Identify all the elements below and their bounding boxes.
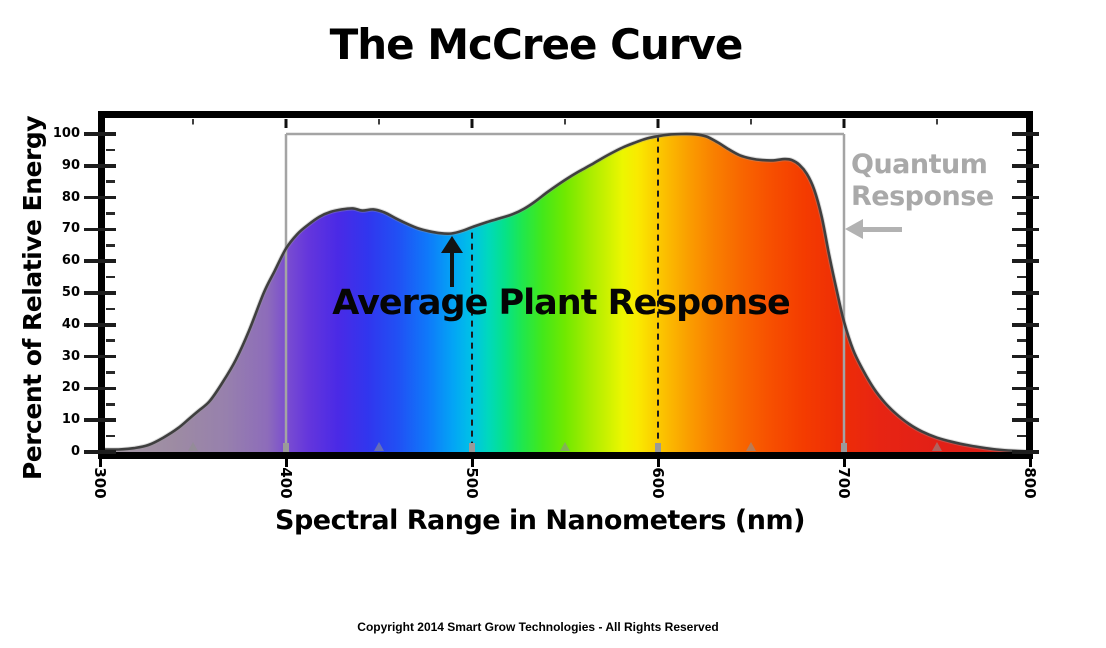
y-tick-minor [106,148,115,152]
y-tick-major [84,386,116,391]
y-tick-major [1012,418,1039,422]
y-tick-label: 30 [61,348,80,364]
y-tick-minor [106,371,115,374]
y-tick-minor [1017,403,1026,406]
y-tick-minor [1017,339,1026,342]
y-tick-major [84,291,116,295]
y-tick-major [1012,259,1039,263]
chart-title: The McCree Curve [329,20,744,69]
x-axis-title: Spectral Range in Nanometers (nm) [275,505,805,536]
y-tick-major [1012,227,1039,232]
y-tick-label: 80 [61,189,80,205]
y-tick-label: 20 [61,380,80,396]
y-tick-major [84,323,116,327]
y-tick-major [84,354,116,359]
x-tick-mark [284,459,288,467]
y-tick-major [84,259,116,263]
y-tick-minor [1017,434,1026,438]
y-tick-major [1012,195,1039,200]
y-tick-minor [1017,148,1026,152]
y-tick-major [84,164,116,168]
x-tick-mark [1028,459,1032,467]
y-tick-major [1012,132,1039,136]
y-axis-title: Percent of Relative Energy [18,115,47,481]
y-tick-minor [1017,212,1026,215]
y-tick-minor [106,244,115,247]
y-tick-major [84,450,116,454]
y-tick-label: 50 [61,285,80,300]
x-tick-label: 500 [463,467,481,499]
quantum-response-line2: Response [851,181,994,212]
x-tick-label: 800 [1021,467,1039,499]
y-tick-major [84,132,116,136]
y-tick-major [84,227,116,232]
y-tick-major [1012,291,1039,295]
y-tick-minor [1017,307,1026,311]
x-tick-label: 600 [649,467,667,499]
y-tick-label: 100 [52,126,80,141]
y-tick-minor [106,403,115,406]
y-tick-minor [1017,180,1026,183]
x-tick-mark [656,459,660,467]
y-tick-major [84,195,116,200]
left-arrow-icon-shaft [862,227,902,232]
y-tick-minor [106,212,115,215]
y-tick-minor [106,339,115,342]
quantum-response-label: Quantum Response [851,149,994,213]
y-tick-major [1012,386,1039,391]
y-tick-minor [1017,371,1026,374]
y-tick-minor [106,434,115,438]
y-tick-label: 60 [61,253,80,269]
plant-response-label: Average Plant Response [332,283,790,323]
y-tick-label: 40 [61,316,80,332]
y-tick-label: 90 [61,157,80,173]
y-tick-major [84,418,116,422]
up-arrow-icon-shaft [450,251,454,287]
x-tick-mark [470,459,474,467]
y-tick-label: 0 [70,444,80,459]
up-arrow-icon [441,236,463,253]
x-tick-label: 400 [277,467,295,499]
y-tick-major [1012,354,1039,359]
y-tick-minor [106,180,115,183]
x-tick-label: 700 [835,467,853,499]
left-arrow-icon [845,219,863,239]
y-tick-label: 10 [61,412,80,428]
copyright-text: Copyright 2014 Smart Grow Technologies -… [357,620,719,634]
spectrum-area-chart [99,119,1031,454]
x-tick-label: 300 [91,467,109,499]
y-tick-major [1012,450,1039,454]
y-tick-minor [1017,275,1026,279]
y-tick-minor [106,307,115,311]
y-tick-minor [1017,244,1026,247]
x-tick-mark [98,459,102,467]
y-tick-minor [106,275,115,279]
y-tick-label: 70 [61,221,80,237]
y-tick-major [1012,164,1039,168]
quantum-response-line1: Quantum [851,149,988,180]
x-tick-mark [842,459,846,467]
y-tick-major [1012,323,1039,327]
